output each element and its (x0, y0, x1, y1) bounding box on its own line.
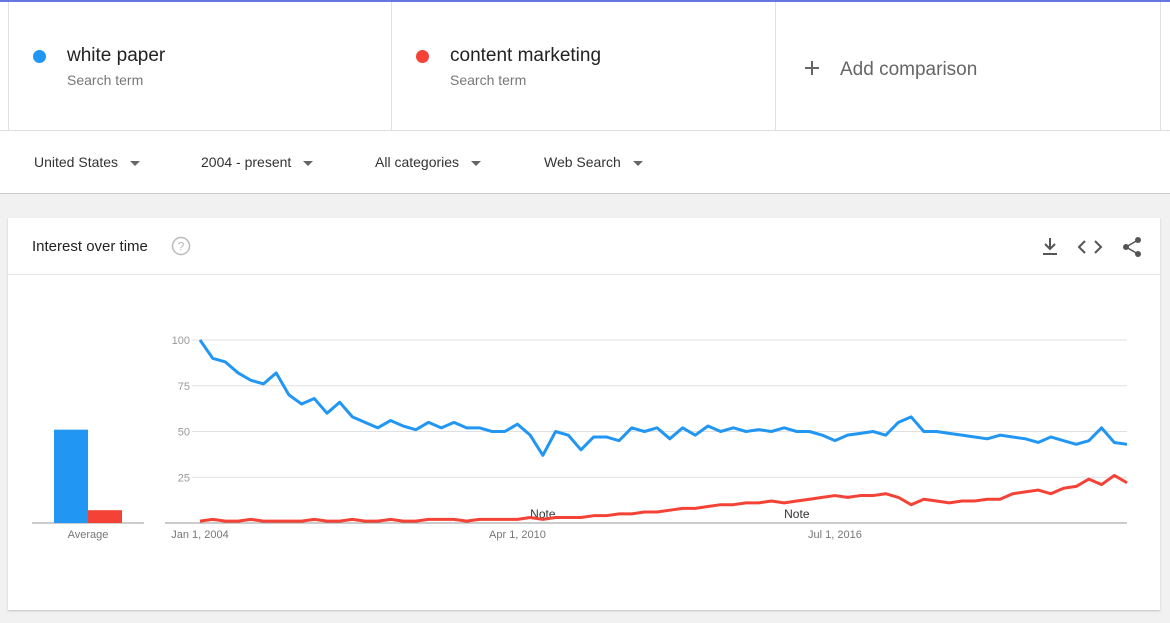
filter[interactable]: Web Search (544, 154, 643, 170)
y-tick-label: 100 (172, 335, 190, 347)
term-card[interactable]: content marketing Search term (391, 2, 776, 130)
share-icon[interactable] (1123, 237, 1141, 257)
help-icon[interactable]: ? (171, 236, 191, 256)
average-bar (88, 510, 122, 523)
average-label: Average (68, 529, 109, 541)
download-icon[interactable] (1043, 238, 1057, 255)
embed-icon[interactable] (1077, 240, 1103, 254)
card-actions (1043, 237, 1141, 257)
annotation: Note (784, 507, 810, 521)
term-subtitle: Search term (67, 72, 144, 88)
term-dot (33, 50, 46, 63)
plus-icon (805, 61, 819, 75)
filter-bar: United States 2004 - present All categor… (0, 130, 1170, 194)
svg-text:?: ? (178, 240, 185, 254)
filter[interactable]: 2004 - present (201, 154, 313, 170)
filter[interactable]: All categories (375, 154, 481, 170)
filter[interactable]: United States (34, 154, 140, 170)
series-line (198, 339, 1128, 457)
interest-card: Interest over time ? (8, 218, 1160, 610)
add-comparison-label: Add comparison (840, 59, 978, 80)
y-tick-label: 50 (178, 427, 190, 439)
term-subtitle: Search term (450, 72, 527, 88)
add-comparison[interactable]: Add comparison (775, 2, 1161, 130)
card-title: Interest over time (32, 238, 148, 255)
term-dot (416, 50, 429, 63)
x-tick-label: Jan 1, 2004 (171, 529, 229, 541)
y-tick-label: 25 (178, 472, 190, 484)
divider (8, 274, 1160, 275)
average-bar (54, 429, 88, 523)
term-card[interactable]: white paper Search term (8, 2, 392, 130)
series-line (199, 473, 1128, 523)
term-name: content marketing (450, 45, 602, 66)
term-name: white paper (67, 45, 166, 66)
comparison-bar: white paper Search term content marketin… (0, 0, 1170, 130)
x-tick-label: Apr 1, 2010 (489, 529, 546, 541)
x-tick-label: Jul 1, 2016 (808, 529, 862, 541)
y-tick-label: 75 (178, 381, 190, 393)
